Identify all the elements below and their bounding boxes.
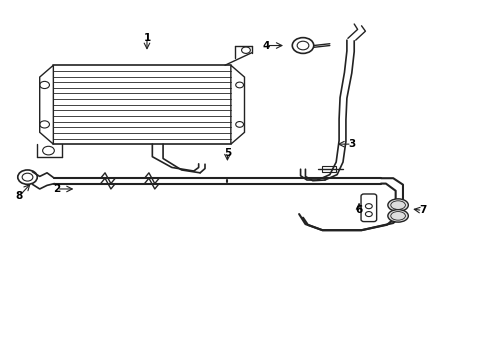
Ellipse shape bbox=[387, 210, 407, 222]
Text: 7: 7 bbox=[418, 206, 426, 216]
FancyBboxPatch shape bbox=[360, 194, 376, 222]
Text: 3: 3 bbox=[347, 139, 355, 149]
Circle shape bbox=[365, 212, 371, 217]
Bar bbox=[321, 166, 335, 172]
Polygon shape bbox=[230, 65, 244, 144]
Ellipse shape bbox=[390, 212, 405, 220]
Text: 2: 2 bbox=[53, 184, 61, 194]
Text: 1: 1 bbox=[143, 33, 150, 43]
Text: 4: 4 bbox=[262, 41, 269, 50]
Circle shape bbox=[365, 204, 371, 209]
Polygon shape bbox=[40, 65, 53, 144]
Text: 8: 8 bbox=[16, 191, 23, 201]
Text: 5: 5 bbox=[224, 148, 231, 158]
Ellipse shape bbox=[387, 199, 407, 211]
Ellipse shape bbox=[390, 201, 405, 210]
Text: 6: 6 bbox=[355, 206, 362, 216]
